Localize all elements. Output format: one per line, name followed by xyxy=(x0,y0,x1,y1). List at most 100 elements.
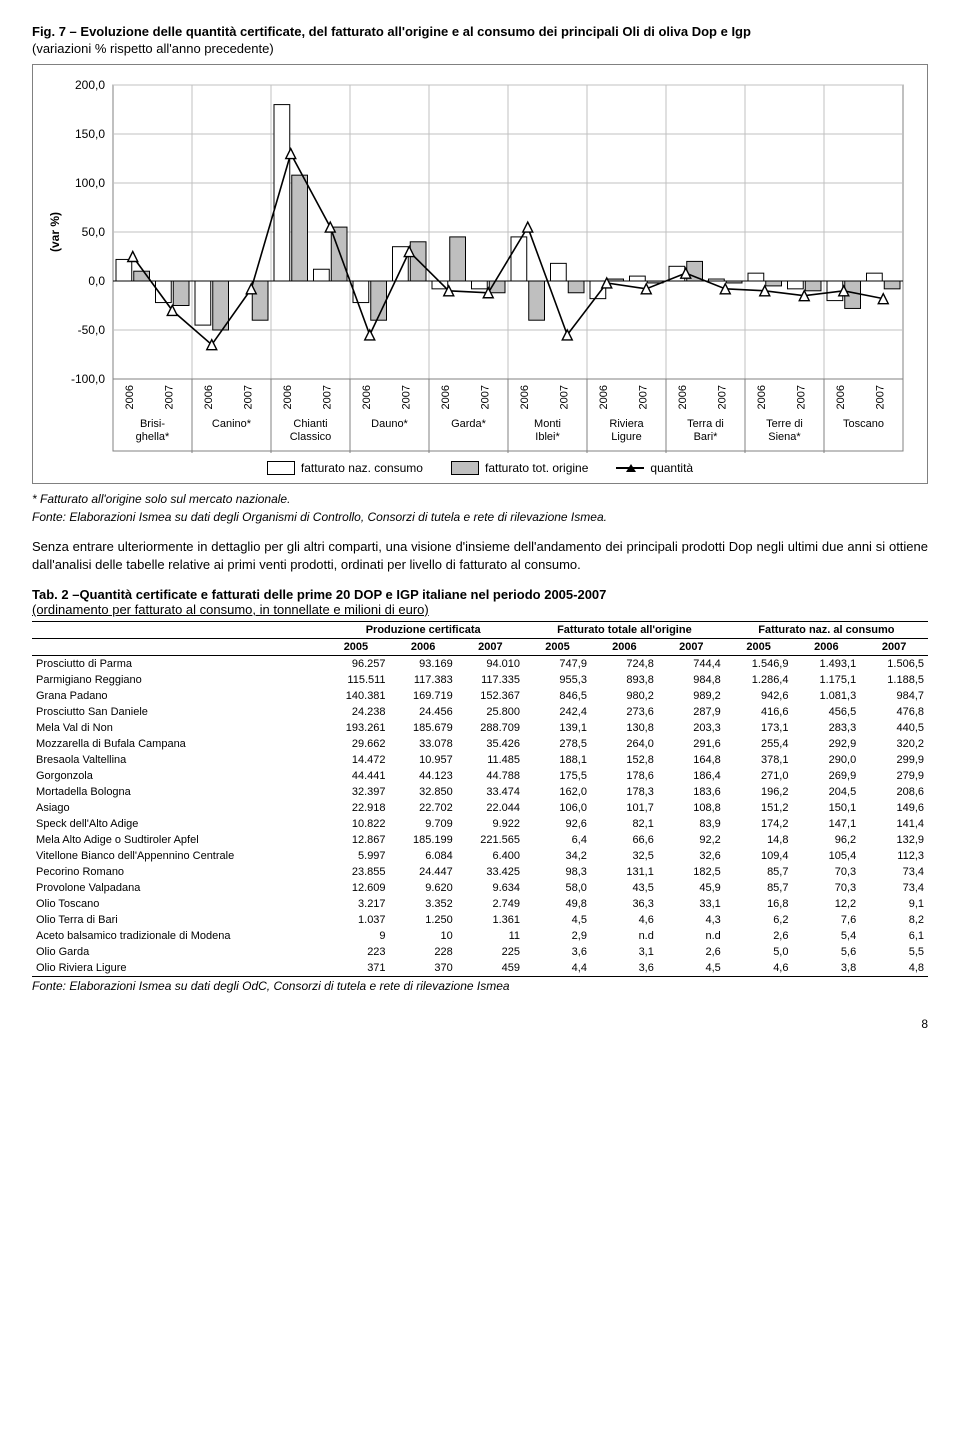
cell: n.d xyxy=(658,928,725,944)
table-row: Speck dell'Alto Adige10.8229.7099.92292,… xyxy=(32,816,928,832)
cell: 43,5 xyxy=(591,880,658,896)
cell: 203,3 xyxy=(658,720,725,736)
cell: 58,0 xyxy=(524,880,591,896)
cell: 1.286,4 xyxy=(725,672,793,688)
cell: 980,2 xyxy=(591,688,658,704)
legend-label-c: quantità xyxy=(650,461,693,475)
table-row: Olio Terra di Bari1.0371.2501.3614,54,64… xyxy=(32,912,928,928)
cell: 34,2 xyxy=(524,848,591,864)
year-header: 2006 xyxy=(591,639,658,656)
row-name: Olio Toscano xyxy=(32,896,322,912)
cell: 152,8 xyxy=(591,752,658,768)
cell: 151,2 xyxy=(725,800,793,816)
row-name: Mortadella Bologna xyxy=(32,784,322,800)
cell: 73,4 xyxy=(860,864,928,880)
cell: 5.997 xyxy=(322,848,389,864)
cell: 370 xyxy=(390,960,457,977)
cell: 73,4 xyxy=(860,880,928,896)
row-name: Prosciutto di Parma xyxy=(32,656,322,673)
cell: 3.352 xyxy=(390,896,457,912)
cell: 223 xyxy=(322,944,389,960)
chart-frame: -100,0-50,00,050,0100,0150,0200,0(var %)… xyxy=(32,64,928,484)
cell: 85,7 xyxy=(725,880,793,896)
svg-text:2007: 2007 xyxy=(321,385,333,409)
cell: 132,9 xyxy=(860,832,928,848)
cell: 2.749 xyxy=(457,896,524,912)
cell: 1.037 xyxy=(322,912,389,928)
cell: 371 xyxy=(322,960,389,977)
year-header: 2007 xyxy=(658,639,725,656)
chart-legend: fatturato naz. consumo fatturato tot. or… xyxy=(43,455,917,477)
cell: 4,6 xyxy=(725,960,793,977)
cell: 32,5 xyxy=(591,848,658,864)
cell: 10.957 xyxy=(390,752,457,768)
row-name: Asiago xyxy=(32,800,322,816)
svg-text:2006: 2006 xyxy=(440,385,452,409)
cell: 109,4 xyxy=(725,848,793,864)
cell: 4,8 xyxy=(860,960,928,977)
cell: 456,5 xyxy=(792,704,860,720)
cell: 96,2 xyxy=(792,832,860,848)
cell: 35.426 xyxy=(457,736,524,752)
table-row: Mela Val di Non193.261185.679288.709139,… xyxy=(32,720,928,736)
cell: 984,8 xyxy=(658,672,725,688)
table-corner xyxy=(32,622,322,639)
cell: 70,3 xyxy=(792,864,860,880)
row-name: Pecorino Romano xyxy=(32,864,322,880)
figure-footnote-asterisk: * Fatturato all'origine solo sul mercato… xyxy=(32,492,928,506)
year-header: 2005 xyxy=(322,639,389,656)
cell: 115.511 xyxy=(322,672,389,688)
cell: 32.397 xyxy=(322,784,389,800)
row-name: Olio Terra di Bari xyxy=(32,912,322,928)
cell: 9,1 xyxy=(860,896,928,912)
cell: 178,3 xyxy=(591,784,658,800)
cell: 152.367 xyxy=(457,688,524,704)
cell: 9 xyxy=(322,928,389,944)
cell: 92,2 xyxy=(658,832,725,848)
year-header: 2007 xyxy=(860,639,928,656)
svg-text:2006: 2006 xyxy=(598,385,610,409)
cell: 290,0 xyxy=(792,752,860,768)
row-name: Aceto balsamico tradizionale di Modena xyxy=(32,928,322,944)
cell: 25.800 xyxy=(457,704,524,720)
cell: 459 xyxy=(457,960,524,977)
cell: 149,6 xyxy=(860,800,928,816)
cell: 6,1 xyxy=(860,928,928,944)
legend-label-a: fatturato naz. consumo xyxy=(301,461,423,475)
cell: 117.383 xyxy=(390,672,457,688)
table-group-header-row: Produzione certificata Fatturato totale … xyxy=(32,622,928,639)
cell: 2,6 xyxy=(725,928,793,944)
row-name: Mela Val di Non xyxy=(32,720,322,736)
table-row: Prosciutto San Daniele24.23824.45625.800… xyxy=(32,704,928,720)
row-name: Olio Riviera Ligure xyxy=(32,960,322,977)
figure-title: Fig. 7 – Evoluzione delle quantità certi… xyxy=(32,24,928,39)
svg-text:Brisi-: Brisi- xyxy=(140,418,165,430)
cell: 33.425 xyxy=(457,864,524,880)
svg-text:50,0: 50,0 xyxy=(82,225,106,239)
cell: 33,1 xyxy=(658,896,725,912)
svg-text:Ligure: Ligure xyxy=(611,431,642,443)
cell: 9.922 xyxy=(457,816,524,832)
cell: 5,5 xyxy=(860,944,928,960)
cell: 182,5 xyxy=(658,864,725,880)
cell: 9.634 xyxy=(457,880,524,896)
cell: 225 xyxy=(457,944,524,960)
cell: 942,6 xyxy=(725,688,793,704)
cell: 174,2 xyxy=(725,816,793,832)
svg-text:-50,0: -50,0 xyxy=(78,323,106,337)
figure-source: Fonte: Elaborazioni Ismea su dati degli … xyxy=(32,510,928,524)
cell: 188,1 xyxy=(524,752,591,768)
cell: 1.493,1 xyxy=(792,656,860,673)
cell: 24.447 xyxy=(390,864,457,880)
svg-text:Classico: Classico xyxy=(290,431,332,443)
year-header: 2006 xyxy=(792,639,860,656)
cell: 955,3 xyxy=(524,672,591,688)
cell: 14.472 xyxy=(322,752,389,768)
cell: 4,5 xyxy=(524,912,591,928)
chart: -100,0-50,00,050,0100,0150,0200,0(var %)… xyxy=(43,75,913,455)
cell: 162,0 xyxy=(524,784,591,800)
cell: 264,0 xyxy=(591,736,658,752)
cell: 320,2 xyxy=(860,736,928,752)
cell: 2,9 xyxy=(524,928,591,944)
cell: 33.474 xyxy=(457,784,524,800)
